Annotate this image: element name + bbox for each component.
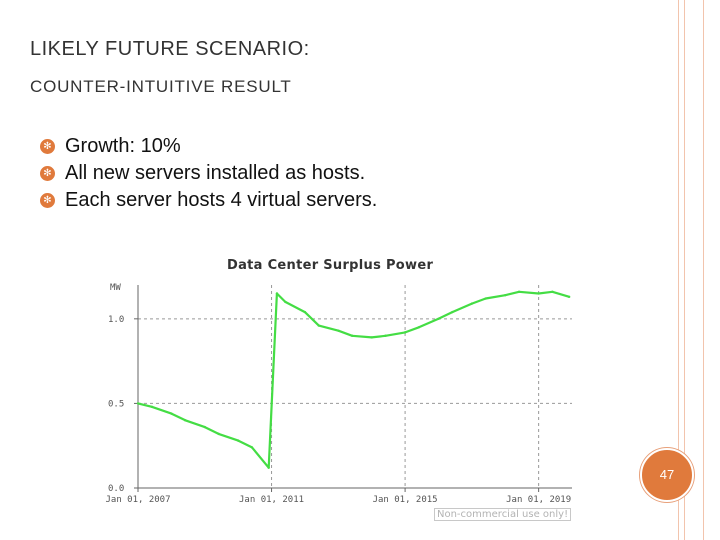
- y-tick-label: 1.0: [108, 315, 124, 325]
- data-point: [517, 290, 521, 293]
- data-point: [370, 336, 373, 339]
- slide-title: LIKELY FUTURE SCENARIO: COUNTER-INTUITIV…: [30, 38, 590, 97]
- data-point: [567, 295, 571, 299]
- page-number-badge: 47: [640, 448, 694, 502]
- bullet-list: ✻ Growth: 10% ✻ All new servers installe…: [40, 133, 377, 214]
- bullet-item: ✻ Growth: 10%: [40, 133, 377, 160]
- x-tick-label: Jan 01, 2007: [105, 495, 170, 505]
- y-tick-label: 0.0: [108, 484, 124, 494]
- watermark: Non-commercial use only!: [434, 508, 572, 521]
- data-point: [150, 405, 154, 408]
- data-point: [484, 297, 487, 300]
- bullet-item: ✻ Each server hosts 4 virtual servers.: [40, 187, 377, 214]
- data-point: [303, 310, 307, 314]
- title-line-2: COUNTER-INTUITIVE RESULT: [30, 77, 292, 96]
- x-tick-label: Jan 01, 2011: [239, 495, 304, 505]
- data-point: [537, 292, 540, 295]
- bullet-text: Growth: 10%: [65, 135, 181, 157]
- data-point: [403, 331, 407, 334]
- data-point: [267, 466, 270, 469]
- data-point: [275, 292, 279, 295]
- data-point: [184, 419, 187, 422]
- x-tick-label: Jan 01, 2015: [373, 495, 438, 505]
- y-tick-label: 0.5: [108, 399, 124, 409]
- bullet-item: ✻ All new servers installed as hosts.: [40, 160, 377, 187]
- gear-bullet-icon: ✻: [40, 166, 55, 181]
- decor-rail-1: [678, 0, 679, 540]
- line-chart: 0.0 0.5 1.0 Jan 01, 2007 Jan 01, 2011 Jan 01,…: [105, 283, 572, 505]
- data-point: [203, 425, 207, 429]
- data-point: [504, 293, 507, 297]
- data-point: [417, 326, 421, 329]
- bullet-text: Each server hosts 4 virtual servers.: [65, 189, 378, 211]
- data-point: [437, 317, 440, 321]
- data-point: [317, 324, 321, 327]
- data-point: [136, 402, 140, 405]
- data-point: [284, 300, 287, 304]
- gear-bullet-icon: ✻: [40, 193, 55, 208]
- decor-rail-2: [684, 0, 685, 540]
- data-point: [170, 412, 173, 415]
- data-point: [350, 334, 354, 337]
- data-point: [337, 329, 340, 332]
- gear-bullet-icon: ✻: [40, 139, 55, 154]
- y-axis-label: MW: [110, 283, 121, 293]
- chart-container: Data Center Surplus Power 0.0 0.5 1.0 Jan 0…: [100, 252, 580, 522]
- bullet-text: All new servers installed as hosts.: [65, 162, 366, 184]
- title-line-1: LIKELY FUTURE SCENARIO:: [30, 38, 310, 60]
- data-point: [551, 290, 554, 293]
- data-point: [217, 432, 220, 436]
- surplus-power-line: [137, 290, 570, 469]
- data-point: [451, 310, 454, 314]
- chart-title: Data Center Surplus Power: [227, 258, 434, 273]
- x-tick-label: Jan 01, 2019: [506, 495, 571, 505]
- data-point: [470, 302, 474, 305]
- data-point: [384, 334, 387, 337]
- data-point: [250, 446, 254, 449]
- decor-rail-3: [703, 0, 704, 540]
- data-point: [236, 439, 240, 442]
